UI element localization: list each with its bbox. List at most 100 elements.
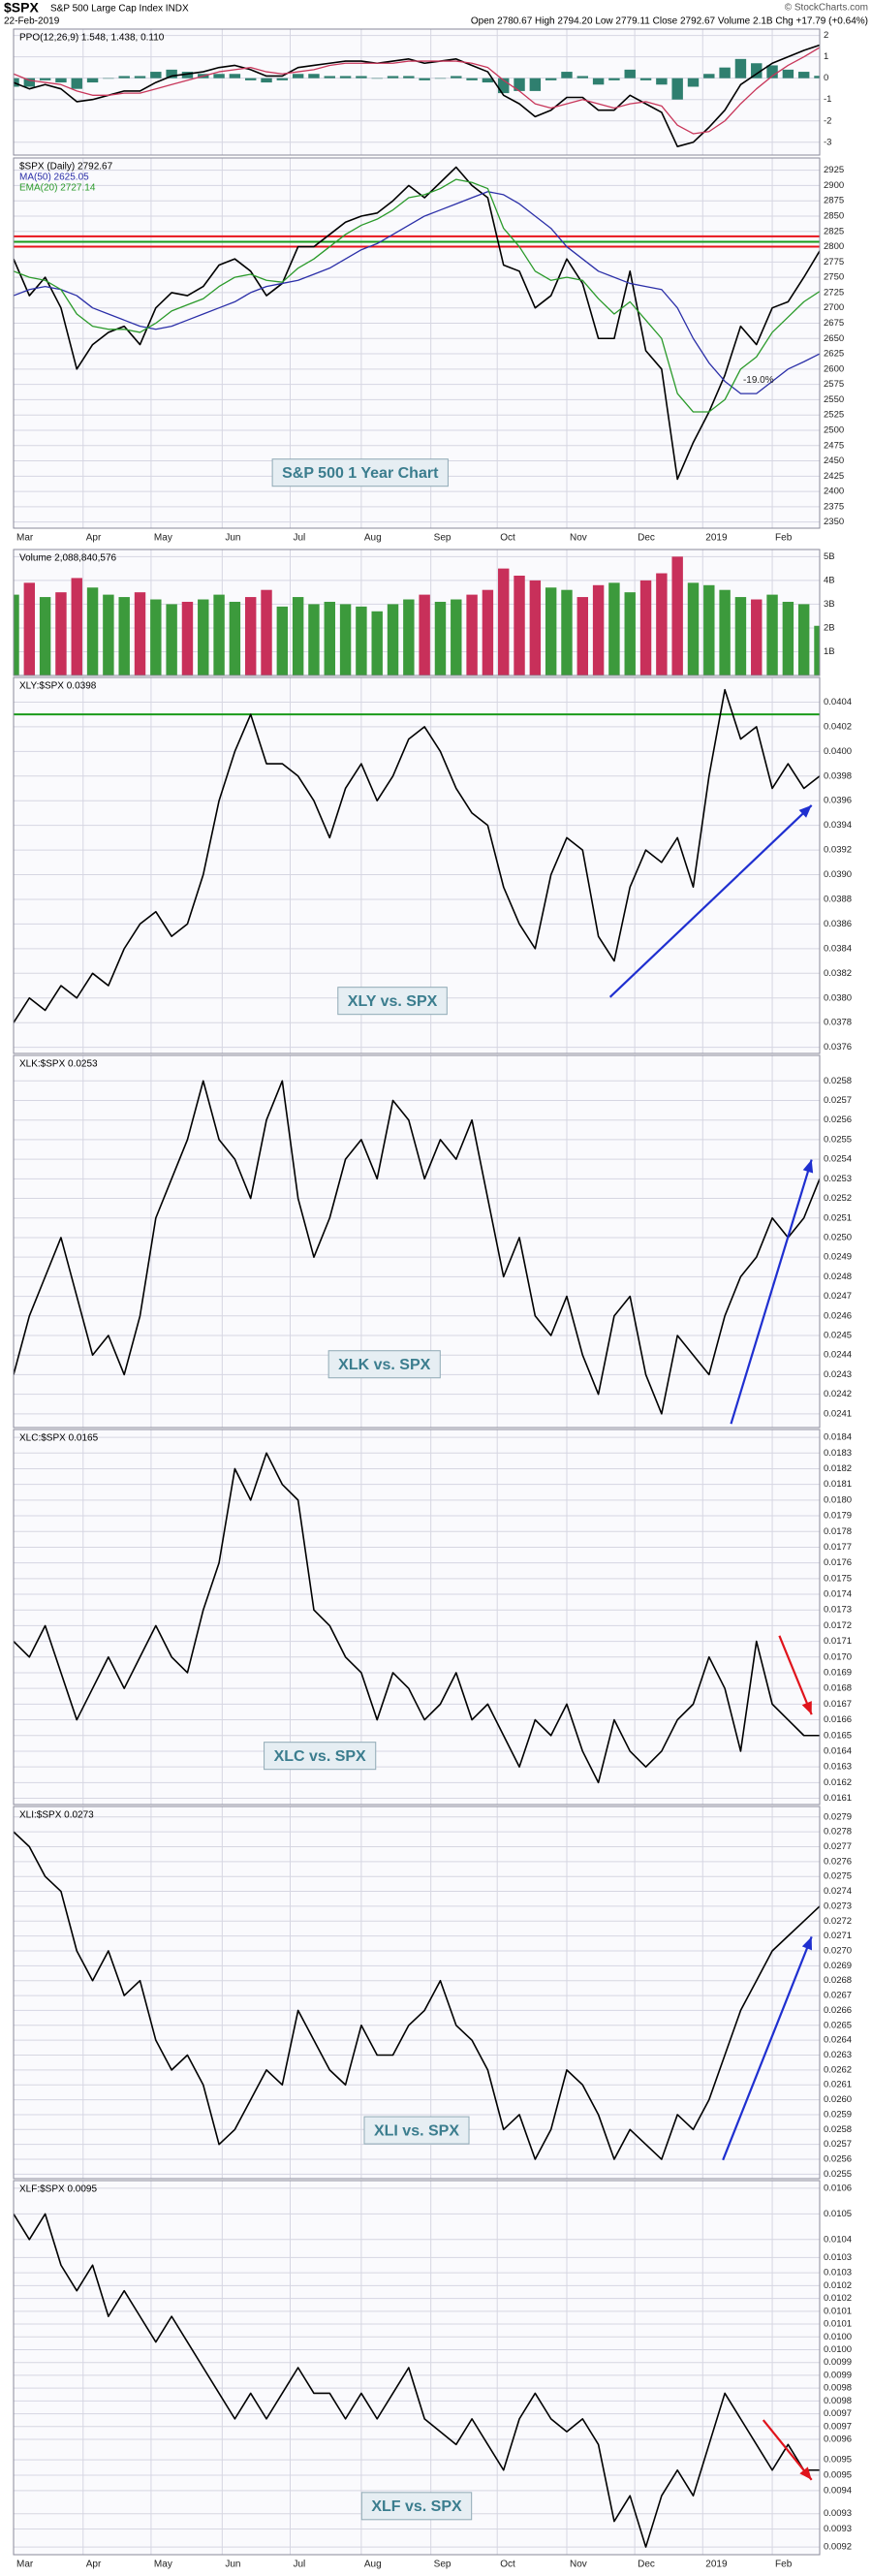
- volume-bar: [719, 589, 731, 675]
- x-tick-label: Mar: [16, 2560, 34, 2570]
- histogram-bar: [86, 78, 99, 83]
- y-tick-label: 0.0103: [824, 2268, 852, 2278]
- volume-bar: [529, 580, 542, 675]
- y-tick-label: 2825: [824, 226, 844, 236]
- volume-bar: [687, 582, 700, 675]
- y-tick-label: 0.0246: [824, 1310, 852, 1321]
- histogram-bar: [276, 78, 289, 80]
- y-tick-label: 2650: [824, 333, 844, 344]
- volume-bar: [371, 611, 383, 675]
- series-line: [14, 688, 820, 1023]
- panel-label: XLC:$SPX 0.0165: [19, 1433, 99, 1444]
- volume-bar: [639, 580, 652, 675]
- x-tick-label: Dec: [638, 533, 655, 544]
- volume-bar: [276, 606, 289, 675]
- series-line: [14, 1080, 820, 1415]
- y-tick-label: 0.0384: [824, 943, 852, 954]
- y-tick-label: 0.0386: [824, 919, 852, 929]
- panel-label: XLK:$SPX 0.0253: [19, 1059, 98, 1070]
- y-tick-label: 0.0254: [824, 1154, 852, 1165]
- y-tick-label: 0.0161: [824, 1793, 852, 1804]
- histogram-bar: [545, 78, 557, 80]
- y-tick-label: 0.0251: [824, 1212, 852, 1223]
- trend-arrow: [730, 1159, 813, 1425]
- histogram-bar: [576, 76, 589, 79]
- volume-bar: [656, 573, 668, 675]
- y-tick-label: 3B: [824, 599, 835, 610]
- annotation: XLF vs. SPX: [371, 2498, 462, 2515]
- histogram-bar: [592, 78, 605, 85]
- plot-layer: [14, 1831, 820, 2160]
- y-tick-label: 2550: [824, 394, 844, 405]
- y-tick-label: 0.0402: [824, 721, 852, 732]
- y-tick-label: 2425: [824, 471, 844, 482]
- y-tick-label: 0.0250: [824, 1232, 852, 1242]
- y-tick-label: 0.0097: [824, 2421, 852, 2432]
- histogram-bar: [308, 74, 320, 79]
- y-tick-label: 0.0174: [824, 1589, 852, 1600]
- histogram-bar: [624, 69, 636, 79]
- x-tick-label: Jun: [225, 2560, 240, 2570]
- series-line: [14, 47, 820, 135]
- histogram-bar: [356, 76, 367, 79]
- y-tick-label: 0.0101: [824, 2319, 852, 2330]
- y-tick-label: 0.0257: [824, 2139, 852, 2150]
- histogram-bar: [451, 76, 462, 79]
- volume-bar: [751, 599, 763, 675]
- y-tick-label: 0.0171: [824, 1636, 852, 1647]
- y-tick-label: 0.0378: [824, 1018, 852, 1028]
- x-tick-label: 2019: [705, 2560, 728, 2570]
- x-tick-label: Sep: [434, 533, 452, 544]
- y-tick-label: 0.0241: [824, 1408, 852, 1419]
- arrow-head: [802, 1159, 814, 1174]
- histogram-bar: [703, 74, 715, 79]
- y-tick-label: 0.0269: [824, 1961, 852, 1971]
- y-tick-label: 0.0179: [824, 1511, 852, 1522]
- volume-bar: [55, 592, 67, 675]
- y-tick-label: 0: [824, 73, 828, 83]
- volume-bar: [181, 601, 194, 675]
- x-tick-label: Aug: [364, 2560, 382, 2570]
- plot-layer: [14, 1452, 820, 1784]
- histogram-bar: [181, 72, 194, 79]
- x-tick-label: May: [154, 533, 172, 544]
- histogram-bar: [671, 78, 683, 100]
- legend-entry: $SPX (Daily) 2792.67: [19, 162, 113, 173]
- y-tick-label: 2925: [824, 165, 844, 175]
- volume-bar: [514, 575, 525, 675]
- y-tick-label: 0.0105: [824, 2209, 852, 2219]
- annotation-box: [337, 987, 448, 1016]
- x-tick-label: May: [154, 2560, 172, 2570]
- histogram-bar: [719, 67, 731, 79]
- y-tick-label: 0.0404: [824, 697, 852, 707]
- y-tick-label: 0.0256: [824, 2154, 852, 2165]
- x-tick-label: Jul: [293, 2560, 305, 2570]
- y-tick-label: 0.0249: [824, 1252, 852, 1263]
- y-tick-label: 0.0162: [824, 1777, 852, 1788]
- volume-bar: [734, 597, 747, 675]
- histogram-bar: [292, 74, 304, 79]
- y-tick-label: 0.0099: [824, 2357, 852, 2368]
- y-tick-label: 0.0106: [824, 2183, 852, 2193]
- y-tick-label: 0.0247: [824, 1291, 852, 1302]
- volume-bar: [782, 601, 794, 675]
- y-tick-label: -2: [824, 115, 831, 126]
- panel-label: XLY:$SPX 0.0398: [19, 681, 97, 692]
- histogram-bar: [734, 58, 747, 79]
- y-tick-label: 0.0173: [824, 1605, 852, 1616]
- y-tick-label: 0.0263: [824, 2050, 852, 2060]
- histogram-bar: [118, 76, 130, 79]
- y-tick-label: 0.0093: [824, 2524, 852, 2534]
- y-tick-label: 0.0178: [824, 1526, 852, 1537]
- volume-bar: [339, 604, 352, 675]
- plot-area: [14, 550, 820, 675]
- annotation-note: -19.0%: [743, 375, 774, 386]
- panel-frame: [13, 676, 821, 1054]
- volume-bar: [592, 584, 605, 675]
- histogram-bar: [387, 76, 399, 79]
- volume-bar: [419, 594, 430, 675]
- y-tick-label: 2500: [824, 424, 844, 435]
- plot-layer: [14, 44, 820, 147]
- y-tick-label: 0.0103: [824, 2252, 852, 2263]
